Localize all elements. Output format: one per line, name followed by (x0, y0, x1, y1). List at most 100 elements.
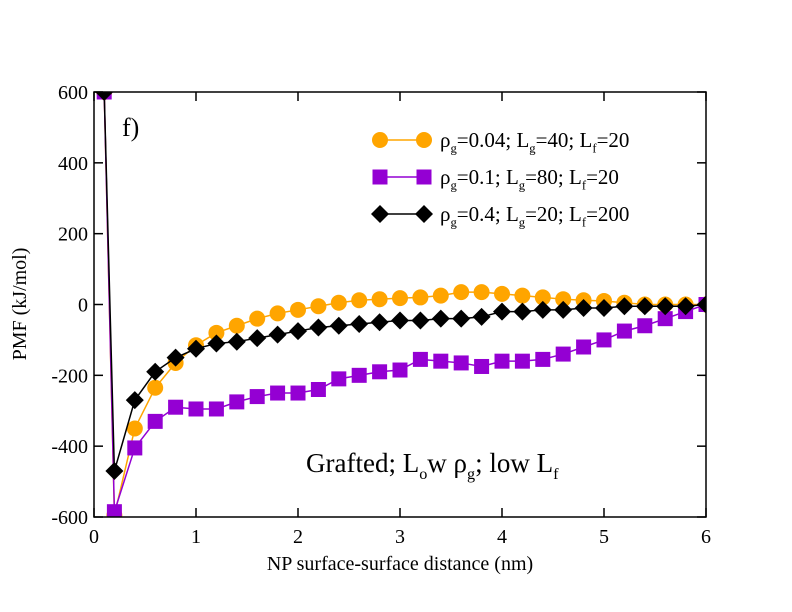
marker (555, 346, 571, 362)
y-tick-label: -200 (51, 365, 88, 387)
marker (392, 290, 408, 307)
marker (494, 353, 510, 369)
marker (392, 362, 408, 378)
marker (494, 285, 510, 302)
marker (207, 334, 226, 353)
marker (554, 300, 573, 319)
x-tick-label: 4 (497, 526, 507, 548)
marker (533, 300, 552, 319)
marker (576, 339, 592, 355)
marker (268, 325, 287, 344)
marker (290, 385, 306, 401)
marker (493, 302, 511, 321)
marker (534, 289, 551, 306)
marker (187, 339, 205, 358)
marker (372, 132, 388, 148)
marker (147, 379, 164, 396)
marker (453, 355, 469, 371)
marker (635, 297, 654, 316)
marker (331, 371, 347, 387)
marker (371, 291, 388, 308)
y-tick-label: -600 (51, 507, 88, 529)
marker (657, 311, 673, 327)
marker (412, 289, 429, 306)
y-tick-label: 0 (78, 295, 88, 317)
marker (228, 317, 245, 334)
marker (227, 332, 246, 351)
marker (656, 297, 675, 316)
legend-label: ρg=0.1; Lg=80; Lf=20 (440, 165, 619, 192)
marker (309, 318, 328, 337)
marker (125, 391, 144, 410)
marker (412, 351, 428, 367)
marker (472, 307, 491, 326)
legend-label: ρg=0.4; Lg=20; Lf=200 (440, 202, 629, 229)
marker (330, 294, 347, 311)
marker (535, 351, 551, 367)
marker (574, 299, 593, 318)
x-tick-label: 6 (701, 526, 711, 548)
marker (126, 420, 143, 437)
marker (166, 348, 185, 367)
marker (188, 401, 204, 417)
marker (513, 302, 532, 321)
marker (615, 297, 634, 316)
marker (372, 364, 388, 380)
marker (416, 132, 432, 148)
marker (473, 284, 490, 301)
marker (616, 323, 632, 339)
marker (596, 332, 612, 348)
marker (310, 298, 327, 315)
x-tick-label: 0 (89, 526, 99, 548)
marker (270, 385, 286, 401)
legend-label: ρg=0.04; Lg=40; Lf=20 (440, 128, 629, 155)
annotation: Grafted; Low ρg; low Lf (306, 448, 559, 483)
marker (431, 309, 450, 328)
marker (453, 284, 470, 301)
marker (248, 329, 267, 348)
marker (168, 399, 184, 415)
marker (351, 292, 368, 309)
marker (229, 394, 245, 410)
marker (370, 313, 389, 332)
marker (514, 353, 530, 369)
marker (146, 362, 165, 381)
y-tick-label: -400 (51, 436, 88, 458)
marker (416, 169, 432, 185)
marker (371, 205, 389, 223)
marker (329, 316, 348, 335)
marker (310, 382, 326, 397)
marker (411, 311, 430, 330)
x-tick-label: 3 (395, 526, 405, 548)
annotation: f) (122, 113, 139, 142)
marker (269, 305, 286, 322)
marker (474, 358, 490, 374)
marker (415, 205, 433, 223)
marker (637, 318, 653, 334)
marker (106, 504, 122, 517)
marker (514, 287, 531, 304)
marker (290, 301, 306, 318)
marker (127, 440, 143, 456)
marker (433, 353, 449, 369)
marker (676, 297, 695, 316)
marker (555, 291, 572, 308)
y-tick-label: 400 (58, 153, 88, 175)
x-tick-label: 5 (599, 526, 609, 548)
marker (391, 311, 409, 330)
marker (350, 314, 369, 333)
marker (249, 389, 265, 405)
y-axis-label: PMF (kJ/mol) (9, 248, 31, 361)
y-tick-label: 200 (58, 224, 88, 246)
plot-area (95, 92, 706, 517)
marker (289, 322, 307, 341)
x-axis-label: NP surface-surface distance (nm) (267, 553, 533, 575)
marker (147, 413, 163, 429)
marker (432, 287, 449, 304)
y-tick-label: 600 (58, 82, 88, 104)
marker (208, 401, 224, 417)
marker (372, 169, 388, 185)
marker (208, 324, 225, 341)
x-tick-label: 2 (293, 526, 303, 548)
